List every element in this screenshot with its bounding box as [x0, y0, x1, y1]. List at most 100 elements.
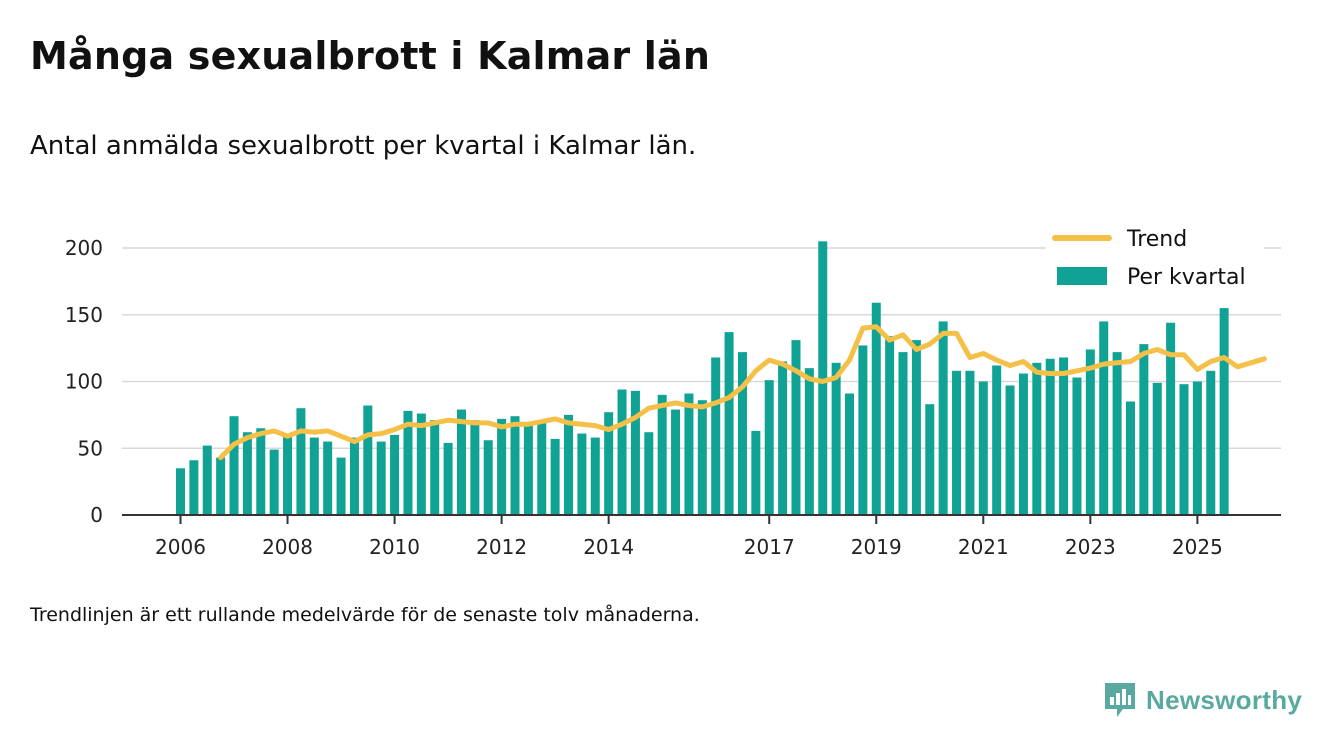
bar: [1125, 401, 1135, 515]
trend-line: [218, 324, 1267, 461]
bar: [1099, 321, 1109, 515]
bar: [363, 405, 373, 515]
bar: [176, 468, 185, 515]
bar: [764, 380, 774, 515]
bar: [1192, 381, 1202, 515]
bar: [751, 430, 761, 515]
bar: [456, 409, 466, 515]
bar: [430, 420, 440, 515]
bar: [938, 321, 948, 515]
x-tick-label: 2023: [1065, 535, 1116, 559]
bar: [617, 389, 627, 515]
bar: [309, 437, 319, 515]
bar: [283, 436, 293, 515]
bar: [737, 352, 747, 515]
bar: [590, 437, 600, 515]
bar: [216, 457, 226, 515]
bar: [1206, 370, 1216, 515]
bar: [1152, 382, 1162, 515]
bar: [992, 365, 1002, 515]
brand-name: Newsworthy: [1146, 684, 1303, 715]
chart-title: Många sexualbrott i Kalmar län: [30, 34, 711, 78]
bar: [523, 422, 533, 515]
bar: [403, 410, 413, 515]
bar: [845, 393, 854, 515]
bar: [1219, 308, 1229, 515]
bar: [911, 340, 921, 515]
bar: [349, 437, 359, 515]
bar: [497, 418, 507, 515]
bar: [1179, 384, 1189, 515]
bar: [296, 408, 306, 515]
bar: [1045, 358, 1055, 515]
bar: [577, 433, 587, 515]
bar: [242, 432, 252, 515]
bar: [202, 445, 212, 515]
bar: [550, 438, 560, 515]
bar: [804, 368, 814, 515]
bar-line-chart: 0 50 100 150 200 2006 2008 2010 2012 2014 2017 201…: [64, 224, 1281, 559]
bar: [443, 442, 453, 515]
brand-logo: Newsworthy: [1102, 680, 1302, 720]
bar: [925, 404, 935, 515]
bar: [952, 370, 962, 515]
bar: [1032, 362, 1042, 515]
bar: [978, 381, 988, 515]
bar: [229, 416, 239, 515]
y-tick-label: 50: [78, 436, 103, 460]
bar: [604, 412, 614, 515]
bar: [470, 420, 480, 515]
bar: [1085, 349, 1095, 515]
bar: [1139, 344, 1149, 515]
y-tick-label: 150: [65, 303, 103, 327]
bar: [1005, 385, 1015, 515]
bar: [657, 394, 667, 515]
bar: [256, 428, 266, 515]
newsworthy-logo-icon: [1105, 683, 1135, 717]
legend-bar-label: Per kvartal: [1127, 265, 1246, 290]
x-tick-label: 2012: [476, 535, 527, 559]
bar: [390, 434, 400, 515]
bar: [671, 409, 681, 515]
chart-subtitle: Antal anmälda sexualbrott per kvartal i …: [30, 131, 697, 161]
bar: [1072, 377, 1082, 515]
bar: [778, 361, 788, 515]
bar: [537, 420, 547, 515]
bar: [376, 441, 386, 515]
bar: [336, 457, 346, 515]
bar: [858, 345, 868, 515]
bar: [269, 449, 279, 515]
bar: [1018, 373, 1028, 515]
bar: [1059, 357, 1069, 515]
x-tick-label: 2008: [262, 535, 313, 559]
bar: [1112, 352, 1122, 515]
x-tick-label: 2025: [1172, 535, 1223, 559]
bar: [885, 336, 895, 515]
legend-bar-swatch: [1057, 267, 1107, 285]
x-tick-label: 2019: [851, 535, 902, 559]
y-tick-label: 100: [65, 370, 103, 394]
y-tick-label: 0: [90, 503, 103, 527]
bar: [684, 393, 694, 515]
legend: Trend Per kvartal: [1046, 224, 1264, 296]
bar: [898, 352, 908, 515]
bar: [724, 332, 734, 515]
bar: [831, 362, 841, 515]
bar: [630, 390, 640, 515]
bar: [644, 432, 654, 515]
bar: [564, 414, 574, 515]
bar: [791, 340, 801, 515]
bar: [1166, 322, 1176, 515]
x-tick-label: 2021: [958, 535, 1009, 559]
bar: [483, 440, 493, 515]
bar: [697, 400, 707, 515]
footnote: Trendlinjen är ett rullande medelvärde f…: [30, 604, 700, 626]
trend-series: [218, 324, 1267, 461]
x-tick-label: 2006: [155, 535, 206, 559]
x-tick-label: 2010: [369, 535, 420, 559]
x-axis-ticks: 2006 2008 2010 2012 2014 2017 2019 2021 2023 2025: [155, 515, 1223, 559]
bar: [416, 413, 426, 515]
bar: [510, 416, 520, 515]
x-tick-label: 2017: [744, 535, 795, 559]
bar: [965, 370, 975, 515]
